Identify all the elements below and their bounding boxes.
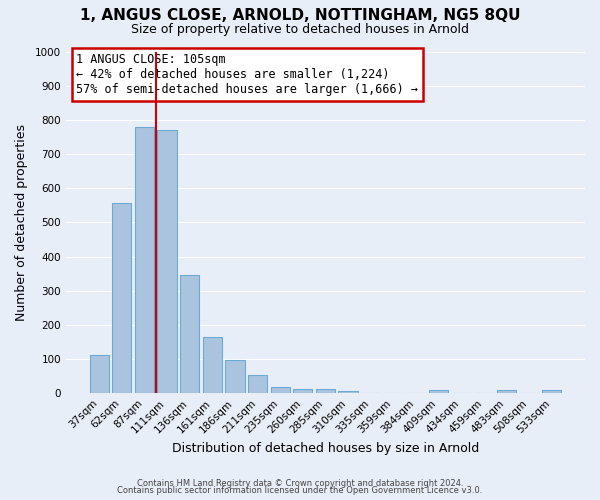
X-axis label: Distribution of detached houses by size in Arnold: Distribution of detached houses by size … (172, 442, 479, 455)
Bar (271, 387, 290, 394)
Text: Contains public sector information licensed under the Open Government Licence v3: Contains public sector information licen… (118, 486, 482, 495)
Bar (135, 128, 154, 394)
Bar (293, 389, 313, 394)
Text: Size of property relative to detached houses in Arnold: Size of property relative to detached ho… (131, 22, 469, 36)
Bar (248, 374, 267, 394)
Bar (89, 354, 109, 394)
Bar (338, 390, 358, 394)
Bar (203, 337, 222, 394)
Text: Contains HM Land Registry data © Crown copyright and database right 2024.: Contains HM Land Registry data © Crown c… (137, 478, 463, 488)
Bar (180, 276, 199, 394)
Text: 1, ANGUS CLOSE, ARNOLD, NOTTINGHAM, NG5 8QU: 1, ANGUS CLOSE, ARNOLD, NOTTINGHAM, NG5 … (80, 8, 520, 22)
Bar (542, 390, 562, 394)
Bar (226, 360, 245, 394)
Bar (316, 389, 335, 394)
Bar (112, 202, 131, 394)
Bar (429, 390, 448, 394)
Bar (157, 130, 176, 394)
Bar (497, 390, 516, 394)
Y-axis label: Number of detached properties: Number of detached properties (15, 124, 28, 321)
Text: 1 ANGUS CLOSE: 105sqm
← 42% of detached houses are smaller (1,224)
57% of semi-d: 1 ANGUS CLOSE: 105sqm ← 42% of detached … (76, 53, 418, 96)
